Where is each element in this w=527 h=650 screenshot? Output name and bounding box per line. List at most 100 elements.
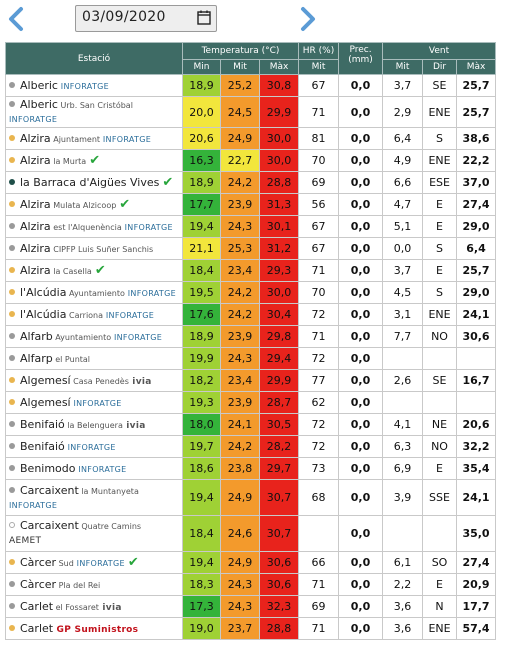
station-name[interactable]: Alfarp [20, 352, 53, 365]
temp-mit-cell: 24,9 [220, 551, 260, 574]
station-name[interactable]: Algemesí [20, 396, 71, 409]
station-cell[interactable]: Alzira Ajuntament INFORATGE [5, 127, 183, 150]
station-name[interactable]: Benimodo [20, 462, 76, 475]
humidity-cell: 71 [298, 96, 340, 128]
previous-day-button[interactable] [6, 6, 26, 32]
station-name[interactable]: Carlet [20, 622, 54, 635]
status-dot-icon [9, 101, 15, 107]
station-name[interactable]: Alzira [20, 220, 51, 233]
station-cell[interactable]: Alfarp el Puntal [5, 347, 183, 370]
temp-mit-header[interactable]: Mit [220, 59, 260, 75]
wind-mit-cell: 6,3 [382, 435, 424, 458]
precipitation-cell: 0,0 [338, 281, 384, 304]
station-cell[interactable]: Benifaió la Belenguera ivia [5, 413, 183, 436]
wind-dir-cell: E [422, 215, 458, 238]
station-header[interactable]: Estació [5, 42, 183, 75]
station-cell[interactable]: Càrcer Pla del Rei [5, 573, 183, 596]
station-cell[interactable]: Alfarb Ayuntamiento INFORATGE [5, 325, 183, 348]
wind-mit-cell: 5,1 [382, 215, 424, 238]
station-name[interactable]: Càrcer [20, 578, 57, 591]
station-name[interactable]: Carcaixent [20, 483, 79, 497]
wind-mit-header[interactable]: Mit [382, 59, 424, 75]
station-name[interactable]: Alzira [20, 154, 51, 167]
date-input[interactable]: 03/09/2020 [75, 5, 217, 32]
station-name[interactable]: Benifaió [20, 440, 65, 453]
station-name[interactable]: la Barraca d'Aigües Vives [20, 176, 160, 189]
station-cell[interactable]: Alzira CIPFP Luis Suñer Sanchis [5, 237, 183, 260]
wind-mit-cell: 3,9 [382, 479, 424, 516]
station-name[interactable]: l'Alcúdia [20, 286, 67, 299]
station-name[interactable]: Càrcer [20, 556, 57, 569]
station-cell[interactable]: Carlet el Fossaret ivia [5, 595, 183, 618]
wind-dir-cell: SE [422, 369, 458, 392]
temp-max-cell: 28,8 [258, 171, 300, 194]
table-row: l'Alcúdia Carriona INFORATGE 17,6 24,2 30,4… [5, 303, 497, 326]
status-dot-icon [9, 522, 15, 528]
precipitation-cell: 0,0 [338, 127, 384, 150]
temp-min-header[interactable]: Min [182, 59, 221, 75]
station-cell[interactable]: l'Alcúdia Carriona INFORATGE [5, 303, 183, 326]
station-cell[interactable]: Alzira est l'Alquenència INFORATGE [5, 215, 183, 238]
station-cell[interactable]: Alzira la Murta ✔ [5, 149, 183, 172]
humidity-cell: 72 [298, 303, 340, 326]
precipitation-header[interactable]: Prec. (mm) [338, 42, 384, 75]
wind-max-cell: 20,6 [456, 413, 497, 436]
humidity-mit-header[interactable]: Mit [298, 59, 340, 75]
station-subname: la Muntanyeta [78, 486, 139, 496]
station-cell[interactable]: la Barraca d'Aigües Vives ✔ [5, 171, 183, 194]
date-value[interactable]: 03/09/2020 [82, 9, 166, 25]
next-day-button[interactable] [298, 6, 318, 32]
station-cell[interactable]: Benimodo INFORATGE [5, 457, 183, 480]
temp-min-cell: 18,0 [182, 413, 221, 436]
station-cell[interactable]: Carcaixent la Muntanyeta INFORATGE [5, 479, 183, 516]
station-cell[interactable]: Alberic INFORATGE [5, 74, 183, 97]
station-name[interactable]: Alberic [20, 98, 58, 111]
station-name[interactable]: Alzira [20, 132, 51, 145]
station-name[interactable]: Alberic [20, 79, 58, 92]
station-cell[interactable]: Carlet GP Suministros [5, 617, 183, 640]
station-cell[interactable]: Alzira Mulata Alzicoop ✔ [5, 193, 183, 216]
station-name[interactable]: Benifaió [20, 418, 65, 431]
temp-mit-cell: 24,2 [220, 171, 260, 194]
wind-header: Vent [382, 42, 497, 60]
temp-mit-cell: 23,4 [220, 369, 260, 392]
station-subname: el Puntal [52, 355, 91, 364]
temp-max-cell: 30,6 [258, 573, 300, 596]
station-subname: Mulata Alzicoop [50, 201, 117, 210]
wind-dir-cell: E [422, 259, 458, 282]
station-cell[interactable]: l'Alcúdia Ayuntamiento INFORATGE [5, 281, 183, 304]
source-tag: ivia [128, 377, 152, 387]
temp-max-header[interactable]: Màx [258, 59, 300, 75]
source-tag: INFORATGE [75, 465, 127, 474]
wind-max-cell: 25,7 [456, 74, 497, 97]
wind-dir-cell: SE [422, 74, 458, 97]
station-name[interactable]: Alfarb [20, 330, 53, 343]
station-cell[interactable]: Benifaió INFORATGE [5, 435, 183, 458]
station-name[interactable]: Carcaixent [20, 519, 79, 532]
station-name[interactable]: Alzira [20, 264, 51, 277]
wind-max-cell: 29,0 [456, 281, 497, 304]
table-row: Carlet el Fossaret ivia 17,3 24,3 32,3 69 0,0… [5, 595, 497, 618]
station-name[interactable]: Carlet [20, 600, 54, 613]
wind-mit-cell: 3,7 [382, 74, 424, 97]
temp-min-cell: 18,6 [182, 457, 221, 480]
humidity-cell: 72 [298, 347, 340, 370]
station-cell[interactable]: Càrcer Sud INFORATGE ✔ [5, 551, 183, 574]
station-name[interactable]: Alzira [20, 198, 51, 211]
wind-dir-header[interactable]: Dir [422, 59, 458, 75]
humidity-cell: 69 [298, 171, 340, 194]
calendar-icon[interactable] [197, 10, 211, 25]
station-cell[interactable]: Algemesí INFORATGE [5, 391, 183, 414]
station-cell[interactable]: Carcaixent Quatre Camins AEMET [5, 515, 183, 552]
wind-max-header[interactable]: Màx [456, 59, 497, 75]
station-name[interactable]: Alzira [20, 242, 51, 255]
wind-dir-cell: ENE [422, 617, 458, 640]
temp-mit-cell: 23,9 [220, 193, 260, 216]
station-cell[interactable]: Algemesí Casa Penedès ivia [5, 369, 183, 392]
station-name[interactable]: Algemesí [20, 374, 71, 387]
wind-dir-cell: S [422, 127, 458, 150]
temp-mit-cell: 24,2 [220, 303, 260, 326]
station-cell[interactable]: Alberic Urb. San Cristóbal INFORATGE [5, 96, 183, 128]
station-name[interactable]: l'Alcúdia [20, 308, 67, 321]
station-cell[interactable]: Alzira la Casella ✔ [5, 259, 183, 282]
